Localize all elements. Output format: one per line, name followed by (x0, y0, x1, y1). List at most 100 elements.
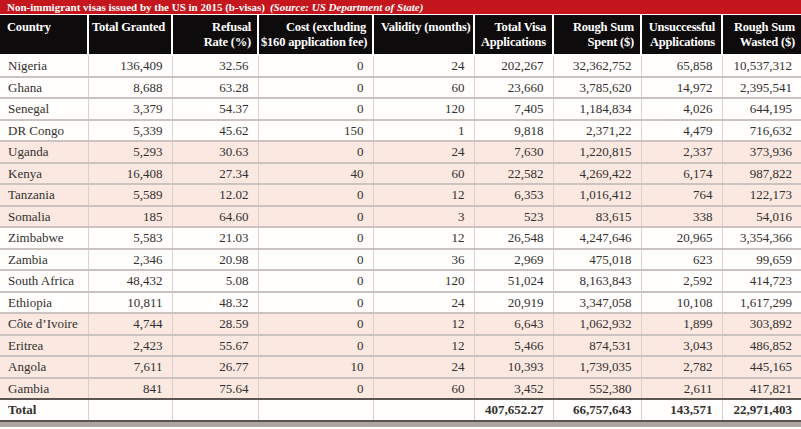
value-cell: 0 (258, 249, 373, 271)
value-cell: 0 (258, 55, 373, 77)
visa-table: Country Total Granted Refusal Rate (%) C… (0, 15, 801, 422)
column-header-sum-wasted: Rough Sum Wasted ($) (722, 15, 801, 55)
value-cell: 63.28 (172, 77, 258, 99)
value-cell: 32.56 (172, 55, 258, 77)
value-cell: 445,165 (722, 356, 801, 378)
value-cell: 20,919 (474, 292, 553, 314)
value-cell: 644,195 (722, 98, 801, 120)
column-header-sum-spent: Rough Sum Spent ($) (553, 15, 641, 55)
value-cell: 64.60 (172, 206, 258, 228)
value-cell: 55.67 (172, 335, 258, 357)
country-cell: Ghana (0, 77, 88, 99)
table-row: Uganda5,29330.630247,6301,220,8152,33737… (0, 141, 801, 163)
value-cell: 75.64 (172, 378, 258, 400)
country-cell: Somalia (0, 206, 88, 228)
table-row: Zimbabwe5,58321.0301226,5484,247,64620,9… (0, 227, 801, 249)
value-cell: 136,409 (88, 55, 172, 77)
value-cell: 99,659 (722, 249, 801, 271)
value-cell: 60 (373, 163, 474, 185)
value-cell: 623 (641, 249, 722, 271)
value-cell: 66,757,643 (553, 399, 641, 421)
value-cell: 987,822 (722, 163, 801, 185)
value-cell: 185 (88, 206, 172, 228)
value-cell: 65,858 (641, 55, 722, 77)
value-cell (172, 399, 258, 421)
value-cell: 120 (373, 98, 474, 120)
column-header-total-applications: Total Visa Applications (474, 15, 553, 55)
total-row: Total407,652.2766,757,643143,57122,971,4… (0, 399, 801, 421)
title-source: (Source: US Department of State) (270, 1, 423, 13)
value-cell: 27.34 (172, 163, 258, 185)
value-cell: 1,016,412 (553, 184, 641, 206)
country-cell: South Africa (0, 270, 88, 292)
value-cell: 1,062,932 (553, 313, 641, 335)
country-cell: Nigeria (0, 55, 88, 77)
value-cell: 0 (258, 206, 373, 228)
value-cell: 1 (373, 120, 474, 142)
page-title: Non-immigrant visas issued by the US in … (7, 1, 265, 13)
value-cell: 120 (373, 270, 474, 292)
value-cell: 23,660 (474, 77, 553, 99)
table-row: Nigeria136,40932.56024202,26732,362,7526… (0, 55, 801, 77)
country-cell: Uganda (0, 141, 88, 163)
bottom-border (0, 422, 801, 427)
value-cell: 26.77 (172, 356, 258, 378)
value-cell (373, 399, 474, 421)
value-cell: 523 (474, 206, 553, 228)
column-header-country: Country (0, 15, 88, 55)
value-cell: 14,972 (641, 77, 722, 99)
value-cell: 36 (373, 249, 474, 271)
value-cell: 10,108 (641, 292, 722, 314)
value-cell: 0 (258, 77, 373, 99)
table-body: Nigeria136,40932.56024202,26732,362,7526… (0, 55, 801, 421)
value-cell: 48,432 (88, 270, 172, 292)
value-cell: 874,531 (553, 335, 641, 357)
value-cell: 5,339 (88, 120, 172, 142)
table-row: Ghana8,68863.2806023,6603,785,62014,9722… (0, 77, 801, 99)
column-header-refusal-rate: Refusal Rate (%) (172, 15, 258, 55)
country-cell: DR Congo (0, 120, 88, 142)
value-cell: 12 (373, 313, 474, 335)
value-cell: 4,247,646 (553, 227, 641, 249)
value-cell: 1,617,299 (722, 292, 801, 314)
value-cell: 407,652.27 (474, 399, 553, 421)
value-cell: 1,739,035 (553, 356, 641, 378)
table-row: Ethiopia10,81148.3202420,9193,347,05810,… (0, 292, 801, 314)
value-cell: 0 (258, 227, 373, 249)
value-cell: 841 (88, 378, 172, 400)
value-cell: 417,821 (722, 378, 801, 400)
value-cell: 12 (373, 335, 474, 357)
value-cell: 1,184,834 (553, 98, 641, 120)
table-row: South Africa48,4325.08012051,0248,163,84… (0, 270, 801, 292)
value-cell: 5,589 (88, 184, 172, 206)
value-cell: 22,971,403 (722, 399, 801, 421)
country-cell: Kenya (0, 163, 88, 185)
country-cell: Gambia (0, 378, 88, 400)
value-cell: 486,852 (722, 335, 801, 357)
value-cell: 6,643 (474, 313, 553, 335)
value-cell: 414,723 (722, 270, 801, 292)
value-cell: 28.59 (172, 313, 258, 335)
value-cell: 0 (258, 98, 373, 120)
table-row: Senegal3,37954.3701207,4051,184,8344,026… (0, 98, 801, 120)
table-row: Tanzania5,58912.020126,3531,016,41276412… (0, 184, 801, 206)
value-cell: 2,337 (641, 141, 722, 163)
value-cell: 20,965 (641, 227, 722, 249)
value-cell: 0 (258, 270, 373, 292)
value-cell: 303,892 (722, 313, 801, 335)
value-cell: 7,630 (474, 141, 553, 163)
table-row: Kenya16,40827.34406022,5824,269,4226,174… (0, 163, 801, 185)
value-cell: 40 (258, 163, 373, 185)
value-cell: 32,362,752 (553, 55, 641, 77)
table-row: Zambia2,34620.980362,969475,01862399,659 (0, 249, 801, 271)
value-cell: 2,592 (641, 270, 722, 292)
value-cell: 48.32 (172, 292, 258, 314)
value-cell: 51,024 (474, 270, 553, 292)
value-cell: 5.08 (172, 270, 258, 292)
value-cell: 3,043 (641, 335, 722, 357)
value-cell: 5,583 (88, 227, 172, 249)
country-cell: Eritrea (0, 335, 88, 357)
value-cell: 4,026 (641, 98, 722, 120)
value-cell: 10,537,312 (722, 55, 801, 77)
value-cell: 24 (373, 292, 474, 314)
